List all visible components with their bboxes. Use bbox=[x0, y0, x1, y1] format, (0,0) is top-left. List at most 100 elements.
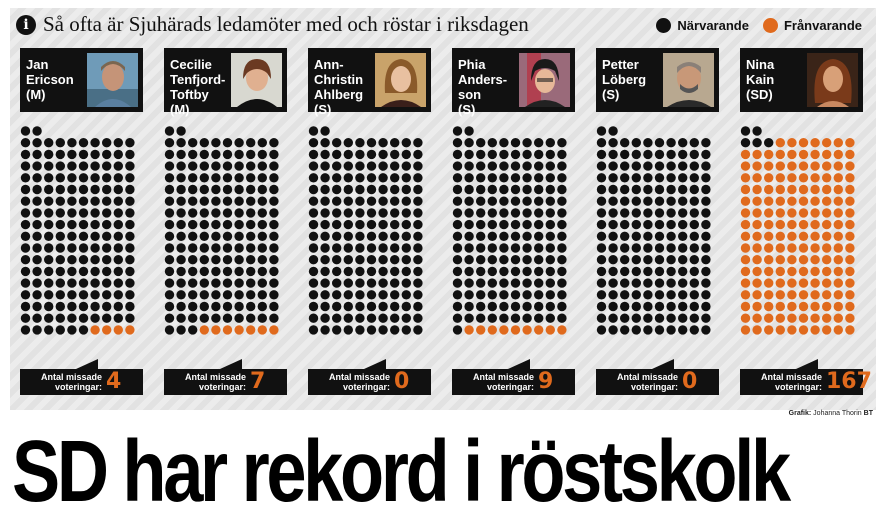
vote-dot-absent bbox=[534, 325, 544, 335]
vote-dot-present bbox=[164, 290, 175, 300]
vote-dot-present bbox=[90, 184, 100, 195]
vote-dot-present bbox=[522, 266, 532, 277]
vote-dot-present bbox=[332, 313, 342, 323]
vote-dot-present bbox=[332, 161, 342, 171]
vote-dot-present bbox=[90, 219, 100, 230]
vote-dot-present bbox=[631, 161, 641, 171]
vote-dot-present bbox=[499, 313, 509, 323]
vote-dot-present bbox=[78, 196, 89, 206]
vote-dot-present bbox=[678, 161, 688, 171]
vote-dot-present bbox=[32, 138, 42, 148]
vote-dot-present bbox=[596, 126, 607, 136]
vote-dot-present bbox=[222, 278, 233, 288]
vote-dot-present bbox=[44, 138, 54, 148]
vote-dot-absent bbox=[798, 255, 809, 265]
vote-dot-absent bbox=[822, 231, 832, 241]
vote-dot-present bbox=[188, 325, 198, 335]
vote-dot-present bbox=[390, 290, 400, 300]
missed-votes-value: 167 bbox=[826, 369, 872, 394]
vote-dot-present bbox=[269, 301, 279, 312]
vote-dot-present bbox=[452, 266, 463, 277]
dot-grid-member-4 bbox=[452, 126, 567, 335]
vote-dot-present bbox=[452, 231, 463, 241]
vote-dot-present bbox=[654, 219, 665, 230]
vote-dot-present bbox=[413, 243, 423, 253]
vote-dot-present bbox=[452, 219, 463, 230]
vote-dot-present bbox=[320, 243, 330, 253]
vote-dot-absent bbox=[787, 278, 797, 288]
vote-dot-absent bbox=[557, 325, 567, 335]
vote-dot-absent bbox=[822, 255, 832, 265]
vote-dot-present bbox=[125, 243, 135, 253]
vote-dot-present bbox=[67, 290, 77, 300]
vote-dot-present bbox=[476, 266, 486, 277]
vote-dot-present bbox=[20, 278, 31, 288]
vote-dot-absent bbox=[510, 325, 521, 335]
vote-dot-present bbox=[125, 313, 135, 323]
vote-dot-present bbox=[689, 138, 699, 148]
vote-dot-present bbox=[631, 138, 641, 148]
vote-dot-present bbox=[211, 208, 221, 218]
vote-dot-present bbox=[476, 290, 486, 300]
vote-dot-present bbox=[378, 290, 388, 300]
missed-votes-value: 0 bbox=[394, 369, 410, 394]
vote-dot-present bbox=[113, 149, 124, 160]
vote-dot-present bbox=[67, 208, 77, 218]
vote-dot-present bbox=[20, 243, 31, 253]
vote-dot-present bbox=[355, 255, 365, 265]
vote-dot-present bbox=[199, 161, 209, 171]
vote-dot-present bbox=[188, 255, 198, 265]
vote-dot-present bbox=[113, 219, 124, 230]
vote-dot-present bbox=[464, 173, 474, 183]
vote-dot-present bbox=[44, 161, 54, 171]
vote-dot-absent bbox=[775, 301, 785, 312]
vote-dot-present bbox=[401, 278, 411, 288]
vote-dot-present bbox=[608, 196, 618, 206]
vote-dot-present bbox=[499, 301, 509, 312]
vote-dot-present bbox=[125, 255, 135, 265]
vote-dot-absent bbox=[764, 231, 774, 241]
vote-dot-absent bbox=[787, 243, 797, 253]
vote-dot-present bbox=[320, 126, 330, 136]
vote-dot-present bbox=[413, 301, 423, 312]
vote-dot-present bbox=[164, 278, 175, 288]
vote-dot-present bbox=[32, 290, 42, 300]
vote-dot-present bbox=[343, 184, 353, 195]
vote-dot-present bbox=[308, 138, 319, 148]
vote-dot-present bbox=[176, 301, 186, 312]
vote-dot-present bbox=[176, 290, 186, 300]
vote-dot-present bbox=[32, 278, 42, 288]
vote-dot-present bbox=[476, 243, 486, 253]
vote-dot-absent bbox=[845, 149, 855, 160]
vote-dot-present bbox=[701, 231, 711, 241]
vote-dot-present bbox=[413, 184, 423, 195]
vote-dot-present bbox=[222, 138, 233, 148]
vote-dot-present bbox=[199, 266, 209, 277]
vote-dot-present bbox=[44, 231, 54, 241]
vote-dot-absent bbox=[269, 325, 279, 335]
vote-dot-present bbox=[269, 266, 279, 277]
vote-dot-present bbox=[654, 301, 665, 312]
vote-dot-present bbox=[510, 149, 521, 160]
vote-dot-present bbox=[654, 196, 665, 206]
vote-dot-present bbox=[510, 184, 521, 195]
vote-dot-present bbox=[188, 219, 198, 230]
vote-dot-absent bbox=[845, 301, 855, 312]
vote-dot-present bbox=[90, 301, 100, 312]
vote-dot-absent bbox=[775, 278, 785, 288]
vote-dot-absent bbox=[845, 219, 855, 230]
vote-dot-present bbox=[643, 161, 653, 171]
vote-dot-present bbox=[522, 313, 532, 323]
vote-dot-present bbox=[90, 173, 100, 183]
vote-dot-present bbox=[102, 219, 112, 230]
vote-dot-present bbox=[332, 278, 342, 288]
vote-dot-absent bbox=[798, 184, 809, 195]
vote-dot-absent bbox=[845, 138, 855, 148]
vote-dot-present bbox=[113, 184, 124, 195]
vote-dot-present bbox=[464, 208, 474, 218]
vote-dot-present bbox=[234, 290, 244, 300]
vote-dot-present bbox=[113, 243, 124, 253]
vote-dot-present bbox=[499, 219, 509, 230]
vote-dot-present bbox=[366, 278, 377, 288]
vote-dot-present bbox=[401, 196, 411, 206]
